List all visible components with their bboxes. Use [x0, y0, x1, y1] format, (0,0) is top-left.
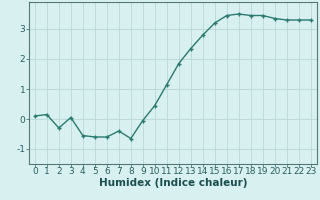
X-axis label: Humidex (Indice chaleur): Humidex (Indice chaleur)	[99, 178, 247, 188]
